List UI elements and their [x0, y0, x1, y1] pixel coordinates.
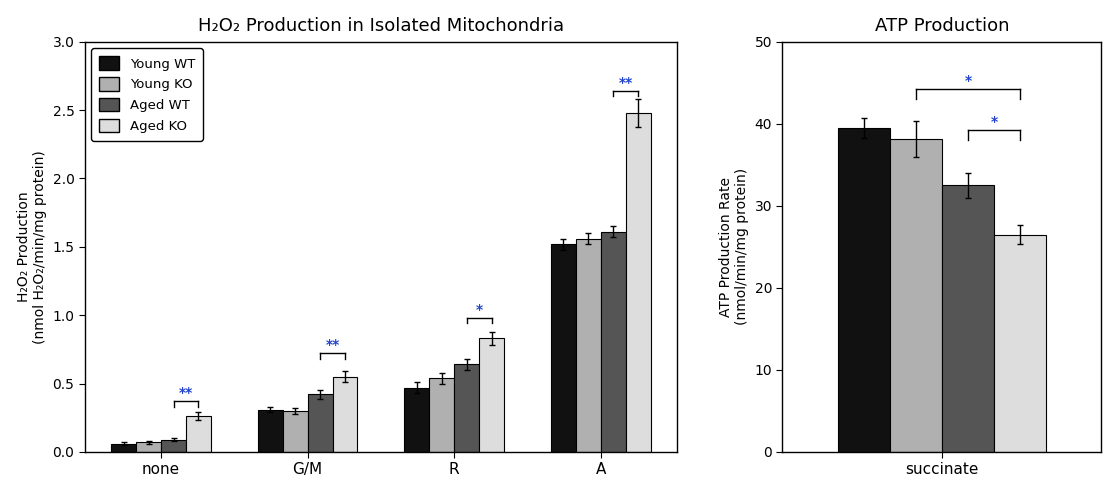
Bar — [161, 440, 186, 452]
Bar — [551, 244, 576, 452]
Title: H₂O₂ Production in Isolated Mitochondria: H₂O₂ Production in Isolated Mitochondria — [198, 17, 563, 35]
Bar — [480, 338, 504, 452]
Bar — [626, 113, 651, 452]
Title: ATP Production: ATP Production — [874, 17, 1010, 35]
Bar — [600, 232, 626, 452]
Bar — [136, 442, 161, 452]
Bar — [186, 416, 211, 452]
Y-axis label: H₂O₂ Production
(nmol H₂O₂/min/mg protein): H₂O₂ Production (nmol H₂O₂/min/mg protei… — [17, 150, 47, 344]
Bar — [111, 444, 136, 452]
Text: **: ** — [325, 338, 340, 352]
Bar — [258, 410, 283, 452]
Bar — [837, 128, 890, 452]
Bar — [307, 395, 332, 452]
Text: *: * — [475, 302, 483, 317]
Legend: Young WT, Young KO, Aged WT, Aged KO: Young WT, Young KO, Aged WT, Aged KO — [92, 48, 203, 141]
Bar — [576, 239, 600, 452]
Text: *: * — [991, 115, 997, 129]
Bar — [405, 388, 429, 452]
Text: *: * — [965, 74, 972, 88]
Bar — [454, 365, 480, 452]
Bar — [429, 378, 454, 452]
Bar — [890, 139, 941, 452]
Bar — [283, 411, 307, 452]
Bar — [332, 377, 358, 452]
Text: **: ** — [179, 386, 193, 400]
Text: **: ** — [618, 76, 633, 89]
Bar — [941, 185, 994, 452]
Y-axis label: ATP Production Rate
(nmol/min/mg protein): ATP Production Rate (nmol/min/mg protein… — [719, 168, 749, 326]
Bar — [994, 235, 1046, 452]
